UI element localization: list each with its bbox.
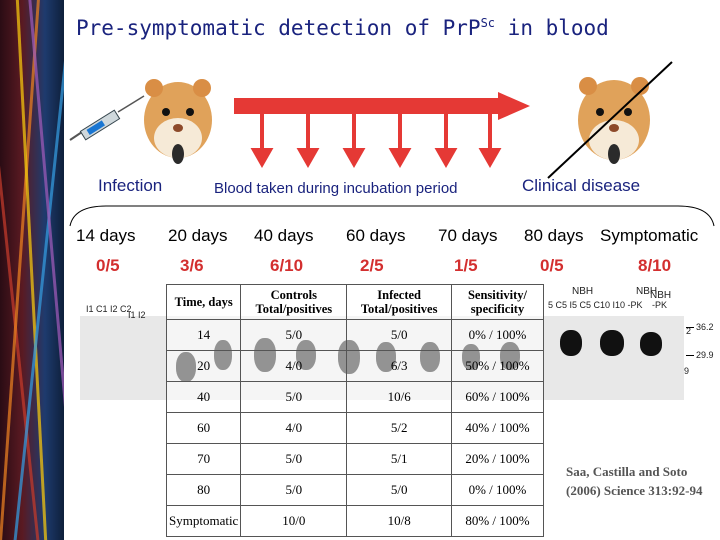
table-cell: 4/0 bbox=[240, 350, 348, 382]
marker-label-small: 9 bbox=[684, 366, 690, 376]
syringe-icon bbox=[69, 95, 145, 141]
nbh-label: NBH bbox=[572, 286, 594, 297]
table-row: 20 4/0 6/3 50% / 100% bbox=[165, 350, 545, 382]
gel-band bbox=[600, 330, 624, 356]
table-cell: 10/8 bbox=[346, 505, 452, 537]
blood-draw-arrow-icon bbox=[434, 148, 458, 169]
table-cell: 5/0 bbox=[240, 474, 348, 506]
blood-draw-arrow-icon bbox=[388, 148, 412, 169]
table-cell: 5/0 bbox=[240, 443, 348, 475]
slide-title: Pre-symptomatic detection of PrPSc in bl… bbox=[76, 16, 609, 40]
time-arrow-icon bbox=[234, 92, 530, 120]
column-header: Sensitivity/ specificity bbox=[450, 284, 545, 320]
gel-band bbox=[560, 330, 582, 356]
table-cell: 4/0 bbox=[240, 412, 348, 444]
positive-ratio: 3/6 bbox=[180, 256, 204, 275]
gel-lanes-left: I1 C1 I2 C2 bbox=[86, 304, 132, 314]
table-row: 70 5/0 5/1 20% / 100% bbox=[165, 443, 545, 475]
table-row: Symptomatic 10/0 10/8 80% / 100% bbox=[165, 505, 545, 537]
citation-authors: Saa, Castilla and Soto bbox=[566, 464, 688, 479]
timepoint-label: 80 days bbox=[524, 226, 584, 245]
blood-taken-label: Blood taken during incubation period bbox=[214, 180, 458, 197]
positive-ratio: 0/5 bbox=[540, 256, 564, 275]
marker-tick bbox=[686, 355, 694, 356]
table-cell: 60 bbox=[165, 412, 242, 444]
title-main: Pre-symptomatic detection of PrP bbox=[76, 16, 481, 40]
cross-out-line bbox=[547, 61, 673, 179]
timepoint-label: 14 days bbox=[76, 226, 136, 245]
timepoint-label: 40 days bbox=[254, 226, 314, 245]
nbh-label: NBH bbox=[636, 286, 658, 297]
table-cell: 60% / 100% bbox=[450, 381, 545, 413]
timepoint-label: 60 days bbox=[346, 226, 406, 245]
column-header: Infected Total/positives bbox=[346, 284, 452, 320]
table-header-row: Time, days Controls Total/positives Infe… bbox=[165, 284, 545, 320]
title-tail: in blood bbox=[495, 16, 609, 40]
positive-ratio: 6/10 bbox=[270, 256, 304, 275]
table-row: 40 5/0 10/6 60% / 100% bbox=[165, 381, 545, 413]
citation: Saa, Castilla and Soto (2006) Science 31… bbox=[566, 462, 716, 500]
timepoint-label: 70 days bbox=[438, 226, 498, 245]
table-row: 60 4/0 5/2 40% / 100% bbox=[165, 412, 545, 444]
table-cell: 5/2 bbox=[346, 412, 452, 444]
clinical-disease-label: Clinical disease bbox=[522, 176, 641, 195]
table-cell: 40 bbox=[165, 381, 242, 413]
hamster-icon bbox=[144, 79, 212, 164]
citation-journal: (2006) Science 313:92-94 bbox=[566, 483, 703, 498]
table-cell: 20 bbox=[165, 350, 242, 382]
table-cell: 0% / 100% bbox=[450, 474, 545, 506]
table-cell: 5/0 bbox=[240, 381, 348, 413]
hamster-icon bbox=[578, 77, 650, 164]
marker-label: 36.2 bbox=[696, 322, 714, 332]
table-cell: 5/0 bbox=[240, 319, 348, 351]
timepoint-label: 20 days bbox=[168, 226, 228, 245]
blood-draw-timeline bbox=[234, 92, 530, 169]
table-cell: 70 bbox=[165, 443, 242, 475]
positive-ratio: 2/5 bbox=[360, 256, 384, 275]
marker-label: 29.9 bbox=[696, 350, 714, 360]
clinical-disease-illustration bbox=[547, 61, 673, 179]
table-cell: 80% / 100% bbox=[450, 505, 545, 537]
table-cell: Symptomatic bbox=[165, 505, 242, 537]
decorative-sidebar bbox=[0, 0, 64, 540]
infection-illustration bbox=[69, 79, 212, 164]
table-cell: 6/3 bbox=[346, 350, 452, 382]
nbh-label: NBH bbox=[650, 290, 672, 301]
table-cell: 10/0 bbox=[240, 505, 348, 537]
table-cell: 5/0 bbox=[346, 474, 452, 506]
table-cell: 14 bbox=[165, 319, 242, 351]
positive-ratio: 8/10 bbox=[638, 256, 672, 275]
table-row: 14 5/0 5/0 0% / 100% bbox=[165, 319, 545, 351]
positive-ratio: 1/5 bbox=[454, 256, 478, 275]
positive-ratio: 0/5 bbox=[96, 256, 120, 275]
minus-pk-label: -PK bbox=[652, 300, 668, 310]
table-cell: 40% / 100% bbox=[450, 412, 545, 444]
table-row: 80 5/0 5/0 0% / 100% bbox=[165, 474, 545, 506]
blood-draw-arrow-icon bbox=[250, 148, 274, 169]
blood-draw-arrow-icon bbox=[296, 148, 320, 169]
marker-tick bbox=[686, 327, 694, 328]
table-cell: 20% / 100% bbox=[450, 443, 545, 475]
column-header: Time, days bbox=[165, 284, 242, 320]
title-sup: Sc bbox=[480, 16, 496, 30]
infection-label: Infection bbox=[98, 176, 163, 195]
results-table: Time, days Controls Total/positives Infe… bbox=[165, 284, 545, 537]
table-cell: 5/1 bbox=[346, 443, 452, 475]
table-cell: 10/6 bbox=[346, 381, 452, 413]
blood-draw-arrow-icon bbox=[342, 148, 366, 169]
marker-label-small: 2 bbox=[686, 326, 692, 336]
gel-lanes-left-sub: I1 I2 bbox=[128, 310, 146, 320]
timeline-bracket bbox=[69, 205, 715, 227]
gel-band bbox=[640, 332, 662, 356]
table-cell: 80 bbox=[165, 474, 242, 506]
table-cell: 50% / 100% bbox=[450, 350, 545, 382]
table-cell: 5/0 bbox=[346, 319, 452, 351]
table-cell: 0% / 100% bbox=[450, 319, 545, 351]
blood-draw-arrow-icon bbox=[478, 148, 502, 169]
gel-lanes-right: 5 C5 I5 C5 C10 I10 -PK bbox=[548, 300, 643, 310]
column-header: Controls Total/positives bbox=[240, 284, 348, 320]
timepoint-label: Symptomatic bbox=[600, 226, 699, 245]
